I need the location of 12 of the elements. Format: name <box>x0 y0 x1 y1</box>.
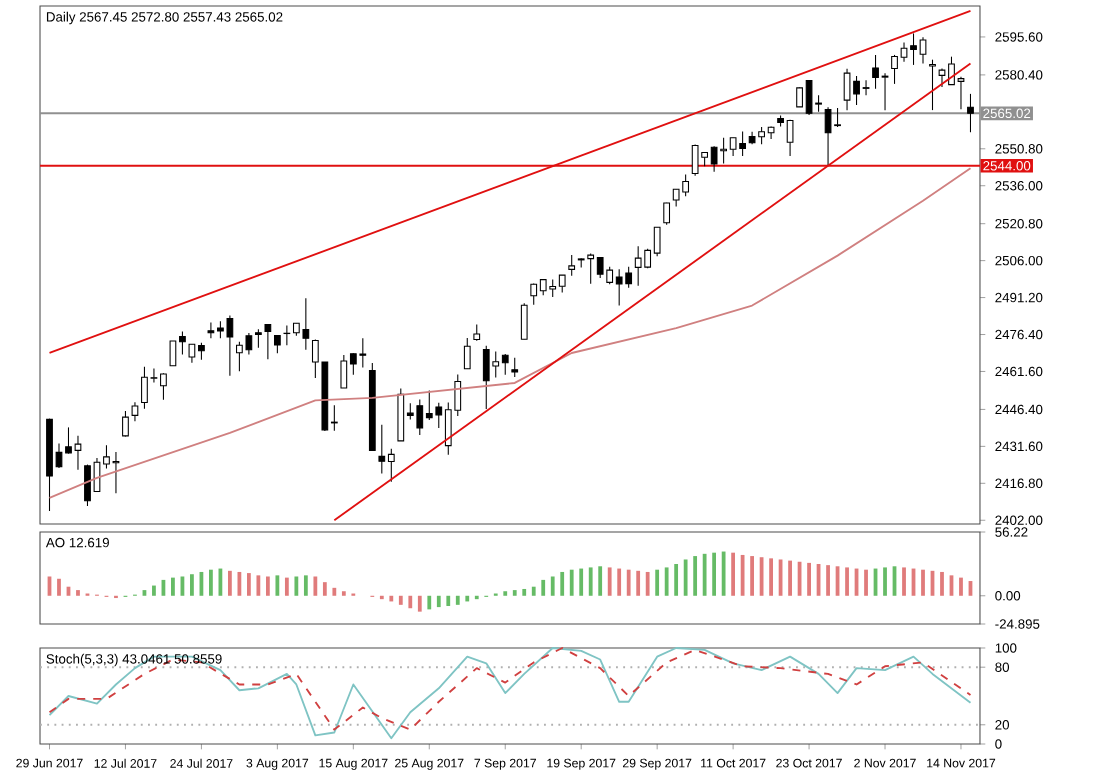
candlestick <box>568 254 576 277</box>
candlestick <box>122 410 129 437</box>
candlestick <box>520 302 528 340</box>
candlestick <box>131 401 139 422</box>
candlestick <box>511 357 519 378</box>
candlestick <box>264 323 272 360</box>
candlestick <box>254 328 262 349</box>
candlestick <box>463 337 471 370</box>
candlestick <box>929 59 936 111</box>
line-series <box>48 167 972 499</box>
candlestick <box>967 93 974 133</box>
candlestick <box>663 202 671 226</box>
